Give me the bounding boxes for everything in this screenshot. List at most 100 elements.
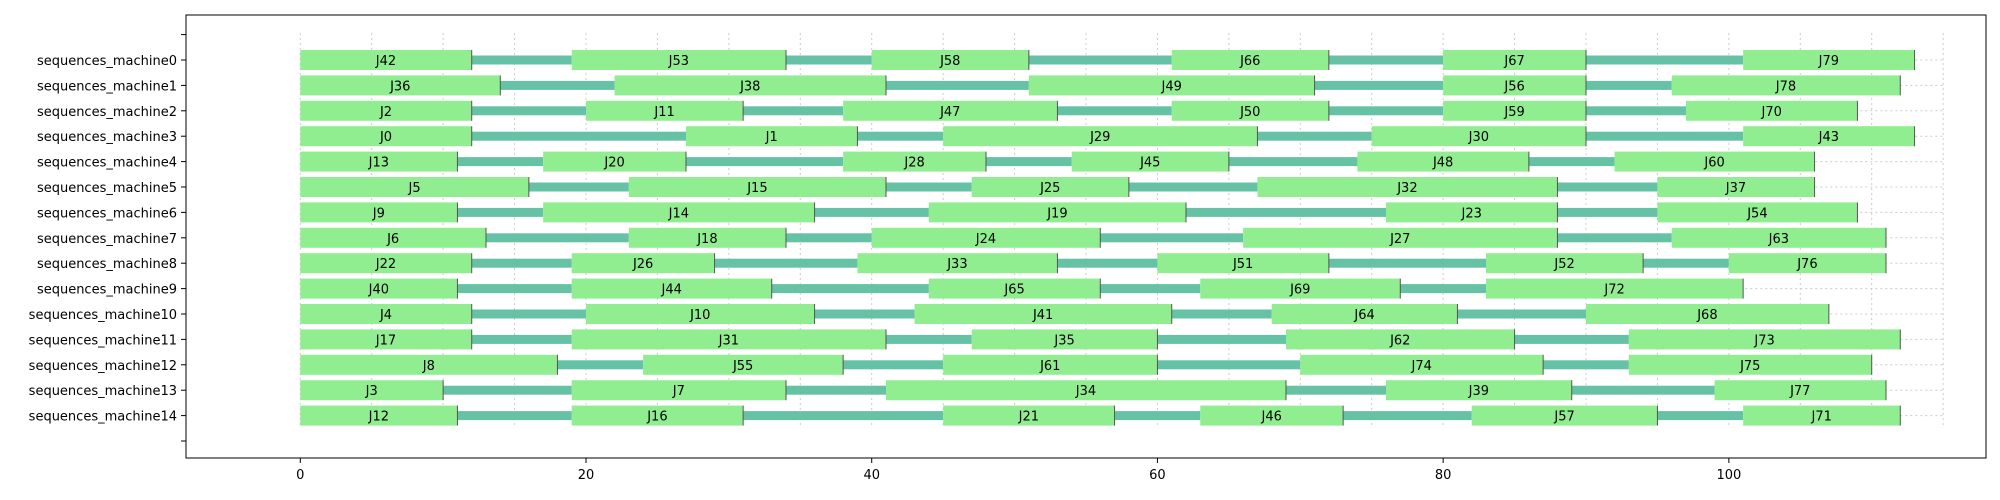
job-label: J35	[1053, 333, 1074, 348]
job-label: J8	[422, 359, 435, 374]
job-bar	[1357, 151, 1529, 172]
job-bar	[300, 380, 444, 401]
x-tick-label: 100	[1716, 468, 1741, 483]
job-label: J49	[1161, 79, 1182, 94]
job-label: J78	[1775, 79, 1796, 94]
job-bar	[1657, 177, 1815, 197]
idle-link	[814, 309, 915, 319]
job-bar	[1686, 100, 1858, 121]
job-label: J2	[379, 105, 392, 120]
job-bars: J42 J53 J58 J66 J67 J79 J36 J38 J49 J56 J78 J2 J11 J4…	[300, 50, 1916, 426]
x-tick-label: 60	[1149, 468, 1166, 483]
idle-link	[843, 360, 944, 370]
idle-link	[686, 157, 844, 167]
job-bar	[1628, 329, 1901, 350]
idle-link	[500, 80, 615, 90]
job-bar	[586, 100, 744, 121]
plot-frame	[185, 14, 1987, 459]
idle-link	[1586, 55, 1744, 65]
job-bar	[643, 354, 844, 375]
job-bar	[300, 50, 472, 70]
idle-link	[786, 55, 872, 65]
idle-link	[1057, 106, 1172, 116]
idle-link	[714, 258, 858, 268]
job-label: J41	[1032, 308, 1053, 323]
idle-link	[1128, 182, 1258, 192]
y-tick-label: sequences_machine8	[37, 257, 177, 272]
job-bar	[943, 126, 1258, 147]
job-label: J42	[375, 54, 396, 69]
idle-link	[471, 131, 686, 141]
job-bar	[571, 253, 715, 274]
job-bar	[300, 75, 501, 96]
job-bar	[300, 126, 472, 147]
job-bar	[300, 151, 458, 172]
idle-link	[1257, 131, 1372, 141]
job-bar	[628, 177, 886, 197]
job-bar	[1486, 278, 1744, 299]
job-bar	[686, 126, 858, 147]
y-tick-label: sequences_machine13	[29, 384, 177, 399]
idle-link	[1314, 80, 1444, 90]
job-bar	[1200, 278, 1401, 299]
idle-link	[886, 182, 972, 192]
idle-link	[1100, 284, 1201, 294]
idle-link	[528, 182, 629, 192]
job-bar	[586, 304, 815, 324]
y-tick-label: sequences_machine5	[37, 181, 177, 196]
y-tick-label: sequences_machine1	[37, 79, 177, 94]
idle-link	[1157, 334, 1286, 344]
job-label: J16	[646, 410, 667, 425]
x-tick-label: 0	[296, 468, 304, 483]
job-label: J33	[946, 257, 967, 272]
job-label: J47	[939, 105, 960, 120]
job-label: J45	[1139, 156, 1160, 171]
job-bar	[571, 405, 744, 426]
job-label: J10	[689, 308, 710, 323]
job-bar	[1443, 75, 1586, 96]
y-tick-label: sequences_machine14	[29, 410, 177, 425]
job-label: J22	[375, 257, 396, 272]
job-label: J77	[1789, 384, 1810, 399]
y-tick-label: sequences_machine7	[37, 232, 177, 247]
job-bar	[571, 50, 786, 70]
job-bar	[928, 202, 1186, 223]
job-label: J19	[1046, 206, 1067, 221]
idle-link	[886, 80, 1029, 90]
job-label: J7	[672, 384, 685, 399]
job-bar	[1471, 405, 1658, 426]
job-bar	[886, 380, 1286, 401]
job-label: J79	[1818, 54, 1839, 69]
job-label: J26	[632, 257, 653, 272]
job-bar	[871, 227, 1101, 248]
job-bar	[1157, 253, 1329, 274]
idle-link	[1328, 55, 1444, 65]
job-bar	[300, 253, 472, 274]
job-label: J68	[1696, 308, 1717, 323]
job-label: J72	[1603, 283, 1624, 298]
job-bar	[1671, 227, 1886, 248]
axes: sequences_machine0 sequences_machine1sequ…	[29, 34, 1741, 483]
job-bar	[1614, 151, 1815, 172]
job-bar	[1671, 75, 1901, 96]
job-label: J29	[1089, 130, 1110, 145]
idle-link	[457, 411, 572, 421]
idle-link	[886, 334, 972, 344]
job-bar	[914, 304, 1172, 324]
job-bar	[1071, 151, 1229, 172]
job-bar	[1271, 304, 1458, 324]
job-bar	[971, 177, 1129, 197]
y-tick-label: sequences_machine12	[29, 359, 177, 374]
job-label: J73	[1753, 333, 1774, 348]
job-bar	[1171, 50, 1329, 70]
job-bar	[1386, 202, 1558, 223]
job-bar	[1286, 329, 1515, 350]
job-bar	[571, 329, 886, 350]
job-label: J20	[603, 156, 624, 171]
job-bar	[1243, 227, 1558, 248]
idle-link	[857, 131, 944, 141]
job-bar	[300, 329, 472, 350]
job-label: J74	[1411, 359, 1432, 374]
job-bar	[857, 253, 1058, 274]
job-label: J4	[379, 308, 392, 323]
